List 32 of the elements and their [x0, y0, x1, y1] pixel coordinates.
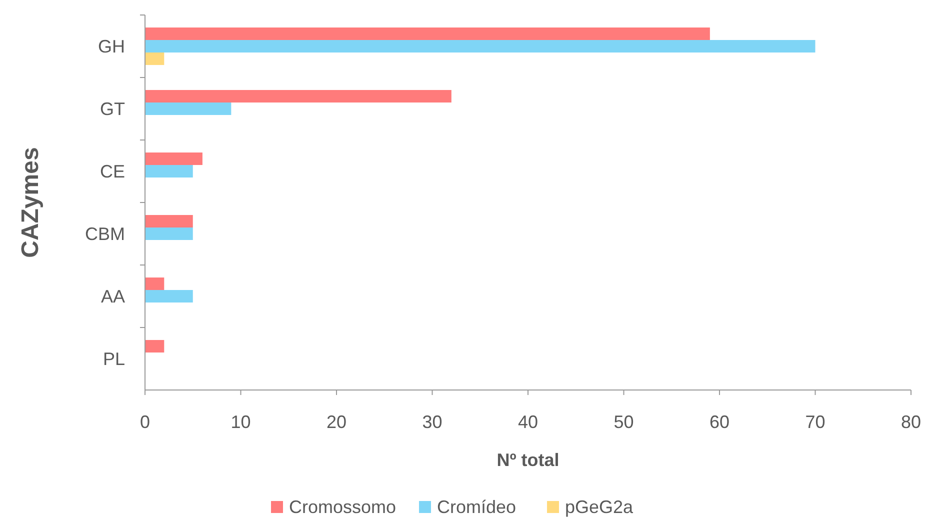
- x-tick-label: 20: [326, 412, 347, 432]
- x-tick-label: 0: [140, 412, 150, 432]
- bar: [145, 165, 193, 178]
- bar: [145, 290, 193, 302]
- y-tick-label: GH: [98, 36, 125, 56]
- x-tick-label: 30: [422, 412, 442, 432]
- bar: [145, 278, 164, 290]
- bar: [145, 228, 193, 240]
- x-tick-label: 60: [709, 412, 730, 432]
- x-tick-label: 40: [518, 412, 538, 432]
- legend-label: pGeG2a: [565, 497, 634, 517]
- bar: [145, 102, 232, 115]
- x-tick-label: 10: [230, 412, 251, 432]
- legend-label: Cromossomo: [289, 497, 396, 517]
- bar: [145, 90, 452, 102]
- y-tick-label: PL: [102, 348, 125, 369]
- bar: [145, 152, 202, 165]
- bar: [145, 215, 193, 228]
- bar: [145, 340, 164, 352]
- y-axis-title: CAZymes: [17, 147, 44, 258]
- y-tick-label: GT: [100, 98, 125, 119]
- x-tick-label: 50: [614, 412, 634, 432]
- x-tick-label: 70: [805, 412, 826, 432]
- x-tick-label: 80: [900, 412, 922, 432]
- y-tick-label: CBM: [85, 224, 125, 244]
- x-axis-title: Nº total: [496, 450, 560, 470]
- bar: [145, 52, 164, 65]
- y-tick-label: CE: [100, 161, 125, 182]
- bar: [145, 28, 710, 40]
- y-tick-label: AA: [100, 286, 125, 306]
- legend-label: Cromídeo: [437, 497, 516, 517]
- bar: [145, 40, 816, 52]
